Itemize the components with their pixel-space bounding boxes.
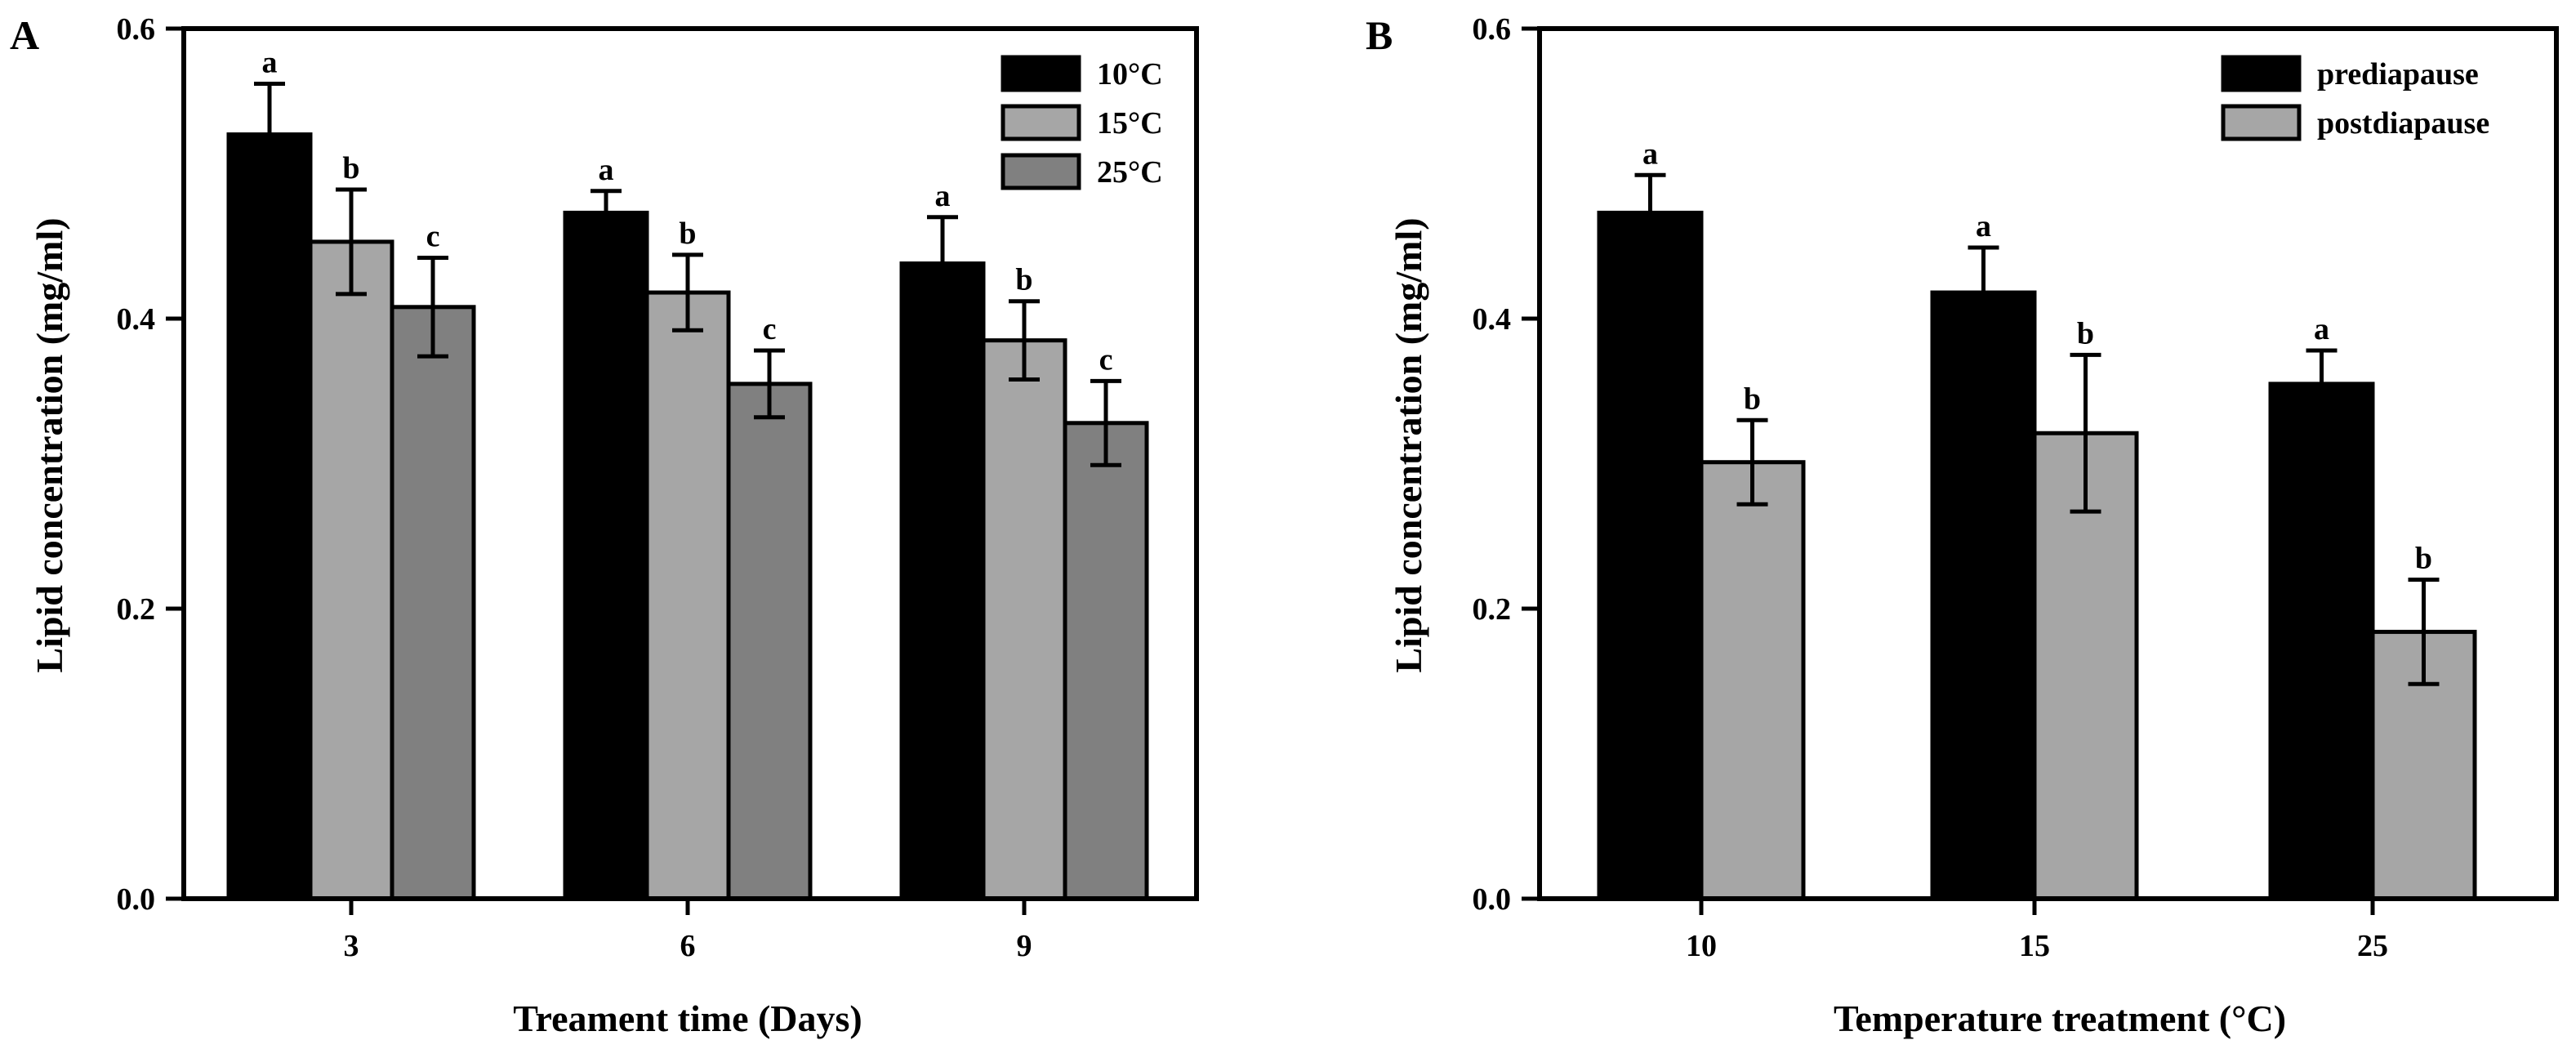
error-bar-a-3-1 [336, 187, 367, 297]
panel-a-xlabel: Treament time (Days) [513, 998, 862, 1039]
sig-letter-b-25-0: a [2314, 312, 2329, 346]
panel-a-legend: 10°C 15°C 25°C [1001, 55, 1163, 190]
sig-letter-a-3-0: a [262, 45, 278, 79]
legend-label-b-0: prediapause [2317, 57, 2479, 92]
legend-swatch-a-0 [1001, 55, 1081, 92]
error-bar-b-15-0 [1968, 245, 1999, 340]
legend-swatch-a-1 [1001, 104, 1081, 141]
legend-label-a-0: 10°C [1097, 57, 1163, 92]
x-tick-label-a-6: 6 [680, 929, 696, 963]
panel-b-legend: prediapause postdiapause [2221, 55, 2489, 141]
legend-label-b-1: postdiapause [2317, 106, 2489, 141]
x-tick-label-a-9: 9 [1017, 929, 1032, 963]
panel-b-ylabel: Lipid concentration (mg/ml) [1388, 217, 1429, 672]
error-bar-b-10-0 [1634, 172, 1666, 253]
x-tick-label-b-15: 15 [2019, 929, 2050, 963]
y-tick-label-a-0: 0.0 [117, 882, 156, 917]
error-bar-b-15-1 [2070, 352, 2101, 514]
panel-a-ylabel: Lipid concentration (mg/ml) [29, 217, 70, 672]
y-tick-label-a-1: 0.2 [117, 592, 156, 627]
panel-b: B Lipid concentration (mg/ml) Temperatur… [1366, 12, 2559, 1039]
bar-a-3-1 [308, 239, 394, 901]
bar-a-9-2 [1063, 421, 1149, 901]
panel-b-xlabel: Temperature treatment (°C) [1834, 998, 2286, 1039]
error-bar-a-3-0 [254, 81, 285, 188]
sig-letter-a-3-2: c [426, 219, 440, 253]
error-bar-b-25-0 [2306, 348, 2338, 420]
bar-a-3-0 [226, 132, 313, 901]
sig-letter-a-9-2: c [1099, 342, 1113, 377]
bar-a-9-0 [899, 261, 986, 901]
sig-letter-a-3-1: b [342, 151, 359, 185]
error-bar-a-6-1 [672, 252, 703, 333]
sig-letter-a-9-1: b [1015, 263, 1032, 297]
bar-a-6-2 [726, 382, 813, 901]
error-bar-a-9-0 [927, 215, 958, 312]
bar-b-15-0 [1930, 290, 2037, 901]
panel-b-letter: B [1366, 12, 1393, 58]
y-tick-label-a-3: 0.6 [117, 12, 156, 47]
bar-a-6-0 [563, 210, 649, 901]
y-tick-label-b-0: 0.0 [1473, 882, 1512, 917]
bar-b-10-1 [1699, 460, 1806, 901]
sig-letter-a-6-2: c [763, 312, 777, 346]
error-bar-b-10-1 [1736, 417, 1768, 507]
x-tick-label-b-10: 10 [1686, 929, 1717, 963]
sig-letter-b-10-1: b [1744, 382, 1761, 416]
error-bar-a-9-2 [1090, 378, 1121, 467]
legend-label-a-1: 15°C [1097, 106, 1163, 141]
sig-letter-a-6-0: a [599, 153, 614, 187]
sig-letter-a-9-0: a [935, 179, 951, 213]
error-bar-b-25-1 [2408, 578, 2440, 686]
error-bar-a-6-2 [754, 348, 785, 420]
legend-swatch-a-2 [1001, 153, 1081, 190]
x-tick-label-b-25: 25 [2357, 929, 2388, 963]
legend-swatch-b-1 [2221, 104, 2302, 141]
panel-b-plot: a b 10 a b 15 a b 25 0.0 0.2 0.4 0.6 [1473, 12, 2559, 963]
plot-frame-b [1537, 26, 2559, 901]
panel-a: A Lipid concentration (mg/ml) Treament t… [10, 12, 1199, 1039]
y-tick-label-b-1: 0.2 [1473, 592, 1512, 627]
panel-a-letter: A [10, 12, 39, 58]
error-bar-a-6-0 [591, 189, 622, 237]
sig-letter-a-6-1: b [679, 217, 696, 251]
bar-b-25-0 [2268, 382, 2375, 901]
plot-frame-a [181, 26, 1199, 901]
y-tick-label-b-2: 0.4 [1473, 302, 1512, 337]
sig-letter-b-15-1: b [2077, 316, 2094, 350]
sig-letter-b-15-0: a [1976, 209, 1991, 243]
error-bar-a-9-1 [1009, 299, 1040, 382]
bar-b-10-0 [1597, 210, 1704, 901]
sig-letter-b-25-1: b [2415, 542, 2432, 576]
legend-label-a-2: 25°C [1097, 155, 1163, 190]
bar-a-6-1 [644, 290, 731, 901]
bar-a-3-2 [390, 305, 476, 901]
error-bar-a-3-2 [417, 255, 448, 359]
y-tick-label-b-3: 0.6 [1473, 12, 1512, 47]
bar-a-9-1 [981, 338, 1067, 901]
sig-letter-b-10-0: a [1642, 136, 1658, 171]
legend-swatch-b-0 [2221, 55, 2302, 92]
panel-a-plot: a b c 3 a b c 6 a b c 9 0.0 0.2 0.4 0.6 [117, 12, 1199, 963]
x-tick-label-a-3: 3 [344, 929, 359, 963]
y-tick-label-a-2: 0.4 [117, 302, 156, 337]
